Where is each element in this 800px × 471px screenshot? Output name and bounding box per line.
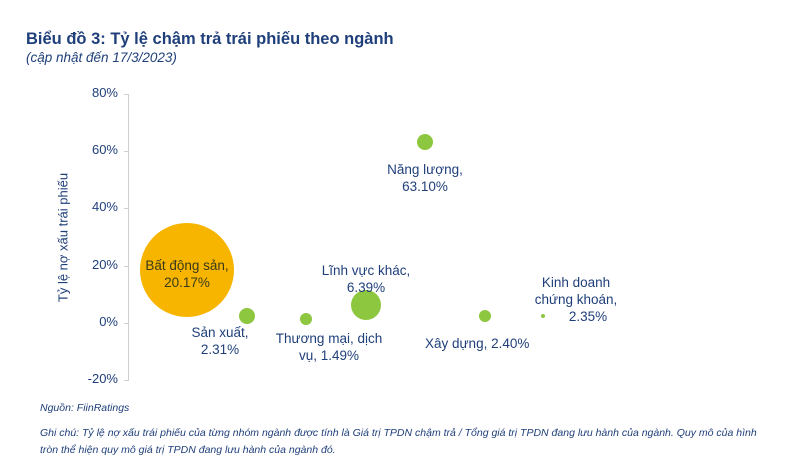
tick-mark — [124, 94, 128, 95]
tick-mark — [124, 266, 128, 267]
bubble-xay-dung — [479, 310, 491, 322]
chart-subtitle: (cập nhật đến 17/3/2023) — [26, 50, 177, 65]
tick-mark — [124, 151, 128, 152]
bubble-thuong-mai — [300, 313, 312, 325]
label-value: vụ, 1.49% — [298, 348, 360, 363]
label-nang-luong: Năng lượng, 63.10% — [375, 161, 475, 195]
label-name: chứng khoán, — [534, 292, 618, 307]
bubble-bat-dong-san — [140, 223, 234, 317]
label-value: 6.39% — [346, 280, 386, 295]
label-value: 2.35% — [568, 309, 608, 324]
y-tick-20: 20% — [91, 257, 118, 272]
tick-mark — [124, 323, 128, 324]
label-value: 2.31% — [200, 342, 240, 357]
chart-title: Biểu đồ 3: Tỷ lệ chậm trả trái phiếu the… — [26, 30, 394, 48]
label-value: 63.10% — [402, 179, 448, 194]
y-tick-40: 40% — [91, 199, 118, 214]
label-name: Lĩnh vực khác, — [321, 263, 411, 278]
y-tick-0: 0% — [99, 314, 118, 329]
label-san-xuat: Sản xuất, 2.31% — [180, 324, 260, 358]
label-bat-dong-san: Bất động sản, 20.17% — [141, 257, 233, 291]
label-value: 20.17% — [164, 275, 210, 290]
label-name: Sản xuất, — [191, 325, 249, 340]
label-name: Bất động sản, — [145, 258, 229, 273]
bubble-chung-khoan — [541, 314, 545, 318]
tick-mark — [124, 208, 128, 209]
label-name: Năng lượng, — [387, 162, 463, 177]
y-tick-80: 80% — [91, 85, 118, 100]
y-axis-line — [128, 94, 129, 381]
label-thuong-mai: Thương mại, dịch vụ, 1.49% — [264, 330, 394, 364]
label-name: Kinh doanh — [541, 275, 611, 290]
bubble-san-xuat — [239, 308, 255, 324]
bubble-linh-vuc-khac — [351, 290, 381, 320]
y-tick-neg20: -20% — [87, 371, 118, 386]
footnote: Ghi chú: Tỷ lệ nợ xấu trái phiếu của từn… — [40, 427, 757, 456]
source-note: Nguồn: FiinRatings — [40, 402, 130, 414]
y-tick-60: 60% — [91, 142, 118, 157]
label-xay-dung: Xây dựng, 2.40% — [425, 336, 530, 351]
label-name: Thương mại, dịch — [275, 331, 383, 346]
bubble-nang-luong — [417, 134, 433, 150]
tick-mark — [124, 380, 128, 381]
label-linh-vuc-khac: Lĩnh vực khác, 6.39% — [306, 262, 426, 296]
label-chung-khoan: Kinh doanh chứng khoán, 2.35% — [528, 274, 624, 325]
